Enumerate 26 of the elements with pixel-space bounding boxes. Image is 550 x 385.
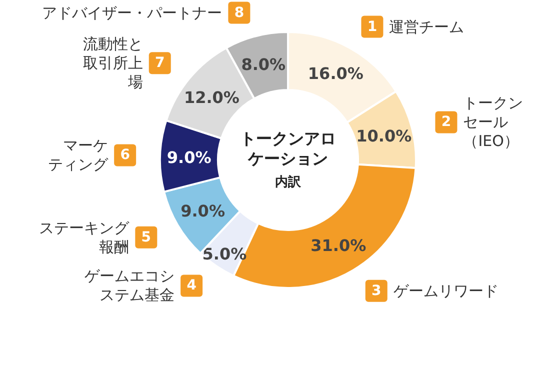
data-label: 31.0% (310, 236, 366, 255)
slice-label: アドバイザー・パートナー (42, 4, 222, 22)
data-label: 5.0% (202, 244, 247, 263)
data-label: 8.0% (241, 54, 286, 74)
text: 2 (441, 114, 452, 130)
slice-label: 流動性と取引所上場 (82, 35, 143, 92)
text: トークンアロケーション (240, 128, 336, 168)
text: 内訳 (275, 174, 302, 190)
data-label: 9.0% (180, 200, 225, 220)
data-label: 9.0% (166, 147, 212, 166)
data-label: 10.0% (356, 126, 412, 145)
data-label: 12.0% (184, 87, 240, 106)
slice-label: 運営チーム (389, 18, 464, 36)
slice-label: ゲームエコシステム基金 (84, 267, 175, 304)
data-label: 16.0% (308, 64, 364, 83)
text: 8 (234, 4, 244, 21)
text: 5 (141, 229, 152, 246)
text: 1 (367, 18, 378, 35)
text: 3 (372, 282, 382, 299)
slice-label: マーケティング (48, 136, 110, 174)
text: 4 (186, 278, 197, 294)
slice-label: ゲームリワード (393, 282, 498, 300)
text: 7 (155, 55, 165, 72)
slice-label: トークンセール（IEO） (463, 94, 524, 150)
slice-label: ステーキング報酬 (39, 218, 130, 256)
text: 6 (120, 147, 130, 164)
